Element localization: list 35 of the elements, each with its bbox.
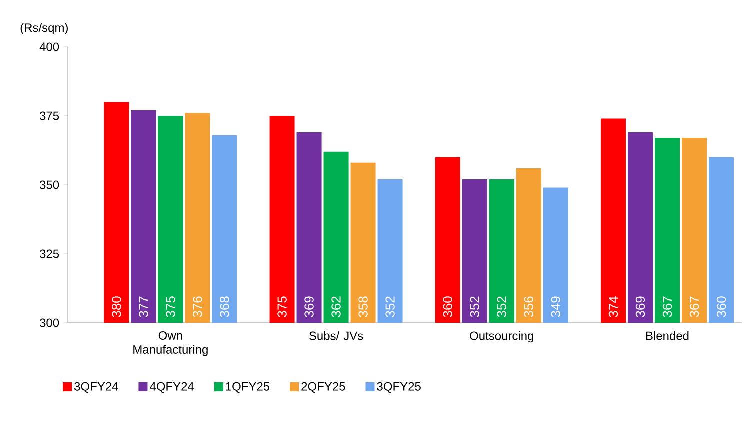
- legend-label: 3QFY24: [74, 382, 118, 394]
- data-label: 352: [497, 296, 506, 318]
- y-tick-label: 350: [40, 180, 60, 190]
- data-label: 376: [193, 296, 202, 318]
- data-label: 349: [551, 296, 560, 318]
- x-tick-label: Subs/ JVs: [309, 331, 364, 340]
- data-label: 377: [139, 296, 148, 318]
- data-label: 380: [112, 296, 122, 318]
- data-label: 360: [443, 296, 452, 318]
- data-label: 375: [278, 296, 287, 318]
- legend-label: 3QFY25: [377, 382, 421, 394]
- data-label: 369: [304, 296, 314, 318]
- y-tick-label: 375: [40, 112, 60, 120]
- data-label: 360: [716, 296, 726, 318]
- y-tick-label: 300: [40, 318, 60, 328]
- y-tick-label: 325: [40, 250, 60, 258]
- data-label: 375: [166, 296, 176, 318]
- legend-label: 1QFY25: [226, 382, 270, 394]
- data-label: 368: [220, 296, 230, 318]
- data-label: 369: [636, 296, 646, 318]
- y-axis-title: (Rs/sqm): [20, 23, 68, 35]
- data-label: 367: [662, 296, 672, 318]
- data-label: 358: [358, 296, 368, 318]
- y-tick-label: 400: [40, 42, 60, 52]
- x-tick-label: Own Manufacturing: [134, 331, 208, 356]
- x-tick-label: Outsourcing: [470, 331, 534, 343]
- data-label: 356: [524, 296, 534, 318]
- data-label: 352: [386, 296, 395, 318]
- data-label: 352: [470, 296, 480, 318]
- legend-label: 4QFY24: [150, 382, 194, 394]
- x-tick-label: Blended: [646, 331, 689, 340]
- legend-label: 2QFY25: [302, 382, 346, 394]
- data-label: 374: [608, 296, 618, 318]
- data-label: 367: [690, 296, 700, 318]
- data-label: 362: [332, 296, 341, 318]
